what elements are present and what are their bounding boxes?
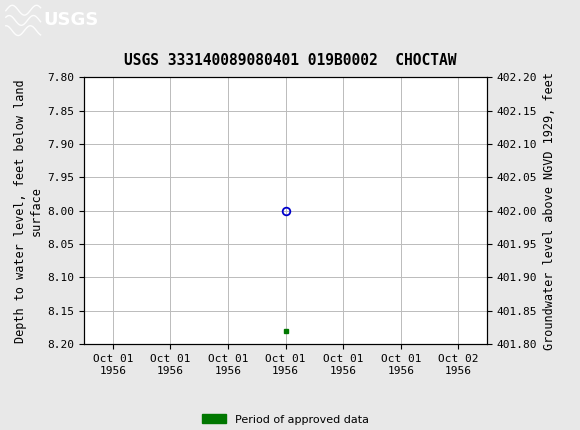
Text: USGS: USGS	[44, 12, 99, 29]
Y-axis label: Groundwater level above NGVD 1929, feet: Groundwater level above NGVD 1929, feet	[543, 72, 556, 350]
Text: USGS 333140089080401 019B0002  CHOCTAW: USGS 333140089080401 019B0002 CHOCTAW	[124, 53, 456, 68]
Legend: Period of approved data: Period of approved data	[198, 410, 374, 429]
Y-axis label: Depth to water level, feet below land
surface: Depth to water level, feet below land su…	[14, 79, 44, 343]
